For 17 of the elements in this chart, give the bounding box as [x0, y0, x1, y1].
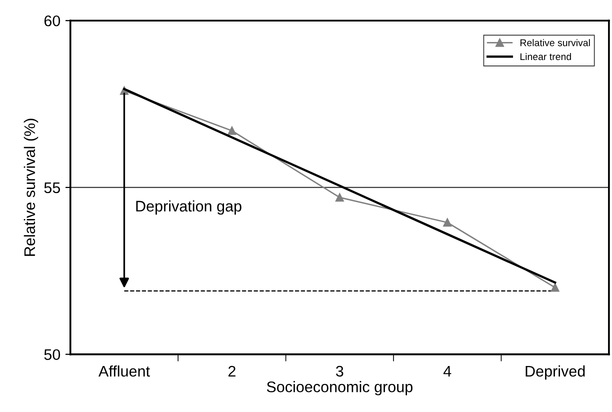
x-axis-title: Socioeconomic group [266, 381, 412, 396]
x-tick-label: Deprived [526, 365, 585, 380]
y-tick-label: 60 [44, 15, 60, 26]
annotation: Deprivation gap [136, 200, 242, 215]
y-tick-label: 55 [44, 182, 60, 194]
point [443, 218, 452, 227]
point [335, 193, 344, 202]
x-tick-label: 2 [228, 366, 236, 377]
x-tick-label: Affluent [98, 365, 150, 377]
point [228, 126, 236, 135]
point [550, 283, 560, 292]
y-axis-title: Relative survival (%) [24, 118, 38, 256]
legend-label: Linear trend [520, 52, 571, 60]
x-tick-label: 4 [443, 366, 452, 377]
x-tick-label: 3 [336, 366, 344, 377]
y-tick-label: 50 [44, 349, 60, 360]
legend-label: Relative survival [520, 39, 590, 46]
